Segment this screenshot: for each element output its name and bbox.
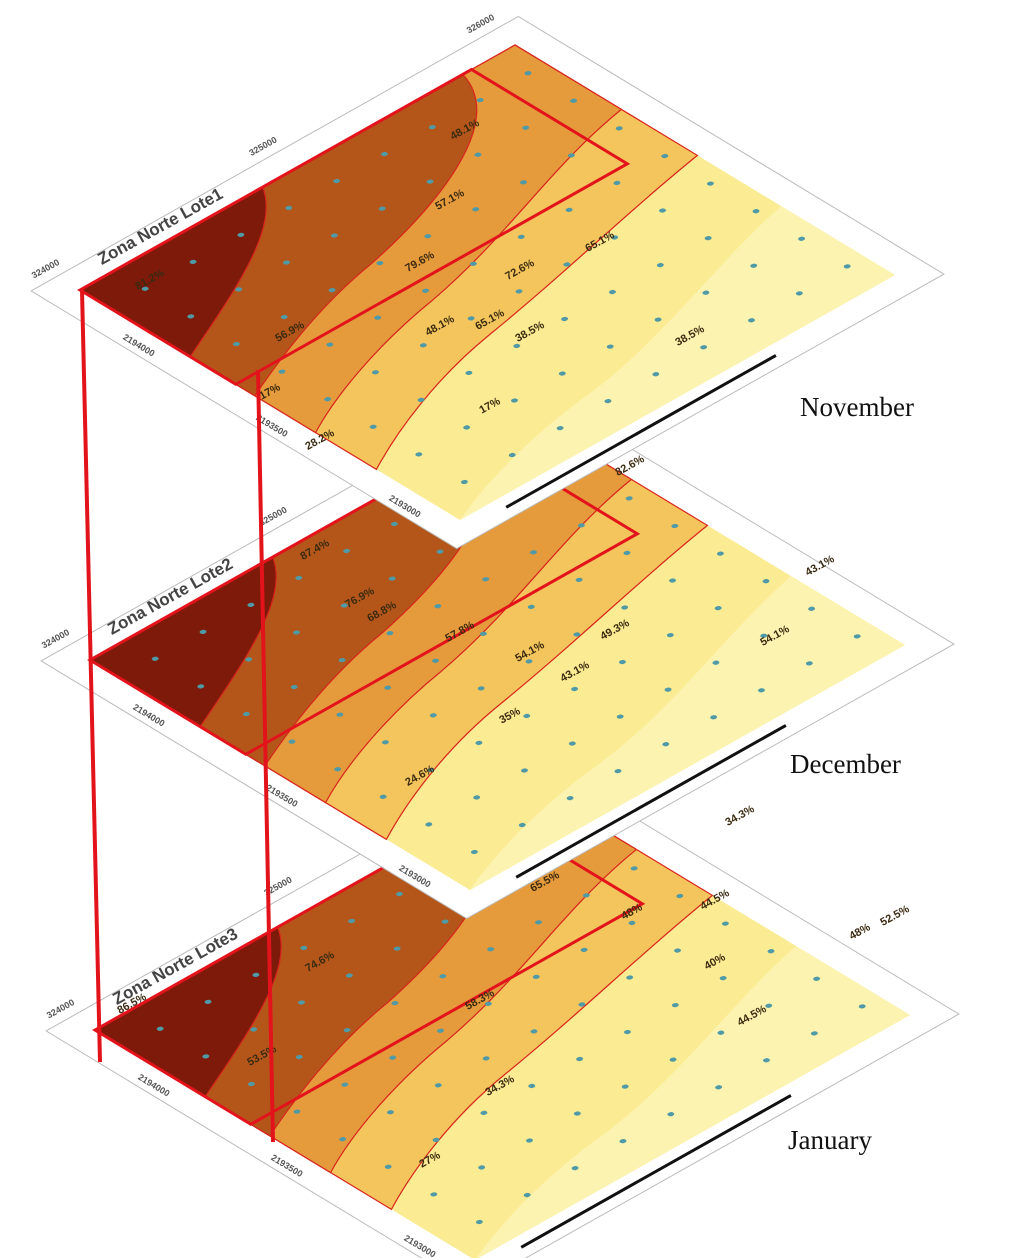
map-layer: Zona Norte Lote1324000325000326000219400… — [30, 12, 944, 548]
month-label: January — [788, 1125, 872, 1155]
contour-value-label: 52.5% — [878, 903, 911, 929]
contour-value-label: 34.3% — [723, 803, 756, 829]
map-plane — [31, 16, 944, 548]
month-label: December — [790, 749, 901, 779]
contour-value-label: 48% — [847, 921, 872, 942]
month-label: November — [800, 392, 914, 422]
figure: Zona Norte Lote3324000325000326000219400… — [0, 0, 1018, 1258]
